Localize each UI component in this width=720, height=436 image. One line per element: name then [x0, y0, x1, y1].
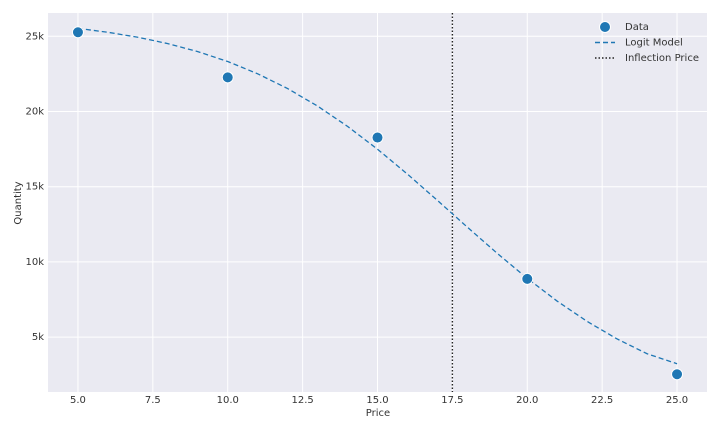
- data-point: [221, 71, 234, 84]
- data-point: [371, 131, 384, 144]
- x-tick-label: 5.0: [70, 395, 86, 406]
- y-tick-label: 5k: [32, 332, 44, 343]
- x-tick-label: 10.0: [217, 395, 239, 406]
- x-tick-label: 12.5: [291, 395, 313, 406]
- x-tick-label: 7.5: [145, 395, 161, 406]
- legend-label: Logit Model: [625, 38, 683, 49]
- x-tick-label: 25.0: [666, 395, 688, 406]
- legend-label: Inflection Price: [625, 53, 699, 64]
- x-tick-label: 20.0: [516, 395, 538, 406]
- y-tick-label: 25k: [25, 31, 44, 42]
- legend-marker: [599, 21, 611, 33]
- x-axis-label: Price: [366, 408, 390, 419]
- data-point: [71, 26, 84, 39]
- x-tick-label: 22.5: [591, 395, 613, 406]
- legend-label: Data: [625, 22, 649, 33]
- model-line: [77, 27, 678, 365]
- x-tick-label: 15.0: [366, 395, 388, 406]
- y-tick-label: 20k: [25, 107, 44, 118]
- y-tick-label: 10k: [25, 257, 44, 268]
- y-axis-label: Quantity: [13, 181, 24, 224]
- x-tick-label: 17.5: [441, 395, 463, 406]
- data-point: [521, 272, 534, 285]
- y-tick-label: 15k: [25, 182, 44, 193]
- data-point: [671, 368, 684, 381]
